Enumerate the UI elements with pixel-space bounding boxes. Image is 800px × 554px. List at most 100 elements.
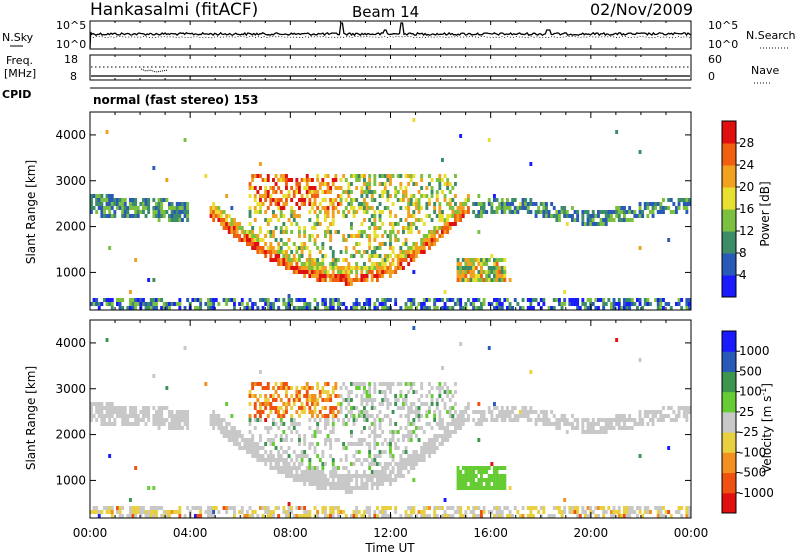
velocity-cell [108,402,112,406]
velocity-cell [352,454,356,458]
power-cell [493,266,496,270]
velocity-cell [677,406,681,410]
power-cell [282,222,286,226]
freq-tick-bottom: 8 [70,70,77,83]
velocity-cell [142,506,145,510]
power-cell [459,266,463,270]
power-cell [292,258,296,262]
velocity-cell [311,482,314,486]
power-cell [487,270,491,274]
velocity-cell [290,406,294,410]
power-cell [274,254,278,258]
velocity-cell [269,402,273,406]
power-cell [313,202,317,206]
power-cell [469,278,473,282]
velocity-cell [378,474,382,478]
velocity-cell [420,426,424,430]
velocity-cell [256,514,260,518]
velocity-cell [682,414,686,418]
velocity-cell [95,406,99,410]
power-cell [355,186,359,190]
power-cell [402,198,405,202]
power-cell [467,298,470,302]
power-cell [282,174,286,178]
power-cell [391,250,395,254]
velocity-cell [303,410,307,414]
velocity-cell [370,474,374,478]
power-cell [516,206,520,210]
power-cell [373,222,377,226]
velocity-cell [461,486,465,490]
power-cell [337,298,340,302]
velocity-cell [355,470,359,474]
velocity-cell [394,478,398,482]
velocity-cell [350,410,353,414]
power-cell [480,262,483,266]
velocity-cell [282,386,286,390]
velocity-cell [149,514,153,518]
velocity-cell [474,474,478,478]
velocity-cell [617,506,621,510]
velocity-cell [493,474,496,478]
power-cell [326,306,330,310]
power-cell [620,206,624,210]
velocity-cell [612,506,616,510]
velocity-cell [279,458,283,462]
power-cell [352,206,356,210]
power-cell [506,206,509,210]
power-cell [529,298,533,302]
power-cell [368,190,372,194]
velocity-cell [266,510,270,514]
velocity-cell [110,510,114,514]
velocity-cell [251,450,255,454]
power-cell [378,194,382,198]
power-cell [396,222,400,226]
power-cell [454,182,457,186]
velocity-cell [677,510,681,514]
velocity-cell [339,394,343,398]
velocity-cell [498,506,502,510]
velocity-cell [266,414,270,418]
velocity-cell [136,506,140,510]
velocity-cell [516,510,520,514]
power-cell [295,186,299,190]
power-colorbar-tick-label: 16 [739,202,754,216]
power-cell [675,206,678,210]
velocity-cell [186,506,190,510]
velocity-cell [623,514,626,518]
power-cell [318,202,322,206]
velocity-cell [105,402,109,406]
velocity-cell [331,430,335,434]
velocity-cell [326,394,330,398]
power-cell [459,206,463,210]
velocity-colorbar-label-close: ] [760,383,774,388]
power-cell [285,202,288,206]
power-cell [277,250,281,254]
velocity-cell [248,506,252,510]
velocity-colorbar-tick-label: 25 [739,405,754,419]
velocity-cell [344,474,348,478]
velocity-cell [469,482,473,486]
power-cell [365,186,369,190]
power-cell [399,174,403,178]
velocity-cell [643,506,647,510]
power-cell [417,190,421,194]
power-cell [269,242,273,246]
velocity-cell [233,426,236,430]
power-cell [126,210,130,214]
power-cell [394,254,398,258]
velocity-cell [365,394,369,398]
velocity-cell [656,418,660,422]
power-cell [461,206,465,210]
velocity-cell [347,470,351,474]
velocity-cell [186,418,190,422]
power-cell [248,306,252,310]
power-cell [688,302,691,306]
velocity-cell [438,386,442,390]
velocity-cell [350,474,353,478]
power-cell [233,230,236,234]
power-cell [277,258,281,262]
velocity-cell [451,418,455,422]
power-cell [638,246,642,250]
power-cell [383,242,387,246]
